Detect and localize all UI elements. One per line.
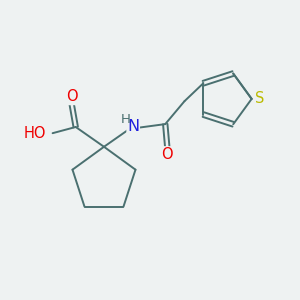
- Text: O: O: [161, 147, 173, 162]
- Text: O: O: [66, 89, 77, 104]
- Text: S: S: [255, 92, 265, 106]
- Text: HO: HO: [23, 126, 46, 141]
- Text: N: N: [127, 119, 139, 134]
- Text: H: H: [121, 113, 131, 126]
